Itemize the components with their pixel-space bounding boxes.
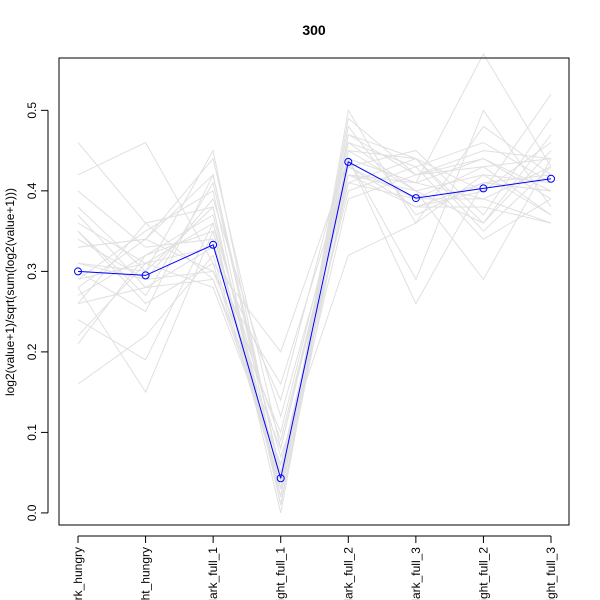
background-series-line xyxy=(77,117,552,497)
background-series-line xyxy=(77,93,552,473)
y-axis-label: log2(value+1)/sqrt(sum(log2(value+1))) xyxy=(3,188,17,396)
x-tick-label: light_hungry xyxy=(139,547,153,600)
background-series-line xyxy=(77,141,552,489)
y-tick-label: 0.5 xyxy=(25,102,39,119)
background-series-line xyxy=(77,157,552,434)
highlight-series-group xyxy=(74,157,555,483)
highlight-series-point xyxy=(74,267,82,276)
plot-frame xyxy=(58,57,570,526)
highlight-series-line xyxy=(77,161,552,479)
highlight-series-point xyxy=(209,240,218,249)
x-axis: dark_hungry light_hungry dark_full_1 light_… xyxy=(71,535,558,600)
chart-title: 300 xyxy=(302,22,326,38)
y-axis: 0.0 0.1 0.2 0.3 0.4 0.5 xyxy=(25,102,49,521)
y-tick-label: 0.0 xyxy=(25,504,39,521)
y-tick-label: 0.1 xyxy=(25,424,39,441)
y-tick-label: 0.4 xyxy=(25,182,39,199)
background-series-line xyxy=(77,134,552,506)
highlight-series-point xyxy=(547,174,555,183)
background-series-line xyxy=(77,174,552,459)
x-tick-label: dark_full_2 xyxy=(341,547,355,600)
x-tick-label: dark_full_3 xyxy=(409,547,423,600)
background-series-line xyxy=(77,52,552,506)
background-series-line xyxy=(77,133,552,489)
highlight-series-point xyxy=(141,271,150,280)
background-series-line xyxy=(77,118,552,443)
x-tick-label: light_full_3 xyxy=(544,547,558,600)
highlight-series-point xyxy=(276,474,285,483)
background-series-group xyxy=(77,52,552,514)
background-series-line xyxy=(77,165,552,386)
highlight-series-point xyxy=(479,184,488,193)
highlight-series-point xyxy=(344,157,353,166)
y-tick-label: 0.2 xyxy=(25,343,39,360)
x-tick-label: light_full_2 xyxy=(476,547,490,600)
highlight-series-point xyxy=(411,194,420,203)
background-series-line xyxy=(77,157,552,353)
x-tick-label: dark_full_1 xyxy=(206,547,220,600)
x-tick-label: dark_hungry xyxy=(71,547,85,600)
x-tick-label: light_full_1 xyxy=(274,547,288,600)
background-series-line xyxy=(77,141,552,402)
y-tick-label: 0.3 xyxy=(25,263,39,280)
